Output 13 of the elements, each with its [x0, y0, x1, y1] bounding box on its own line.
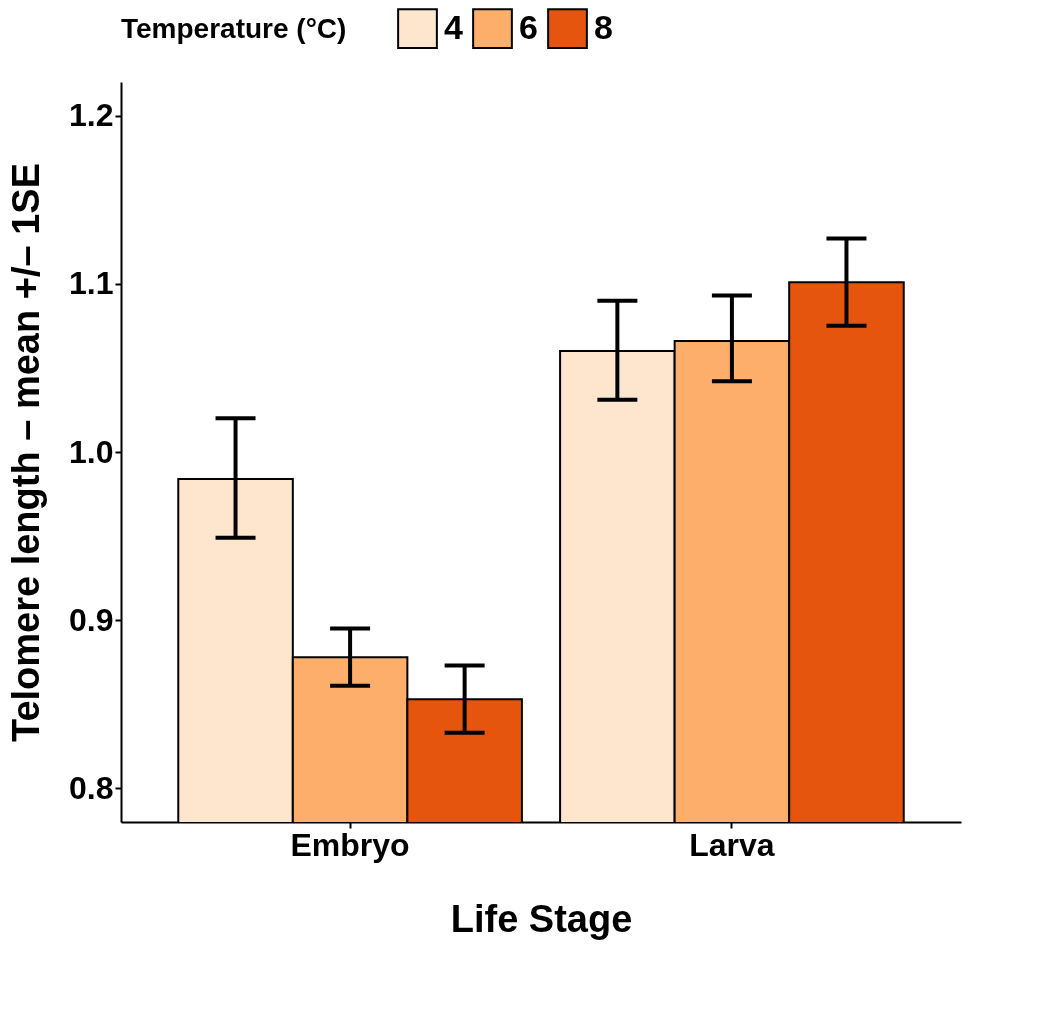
y-tick-label: 1.1: [69, 265, 114, 302]
x-tick-label: Larva: [689, 826, 775, 863]
y-axis-title: Telomere length – mean +/– 1SE: [5, 162, 48, 743]
y-tick-label: 1.2: [69, 97, 114, 134]
x-tick-label: Embryo: [290, 826, 410, 863]
legend-title: Temperature (°C): [121, 13, 347, 44]
legend-label: 6: [519, 7, 538, 46]
legend-label: 4: [444, 7, 463, 46]
y-tick-label: 0.8: [69, 769, 114, 806]
legend-label: 8: [594, 7, 613, 46]
y-tick-label: 1.0: [69, 433, 114, 470]
y-tick-label: 0.9: [69, 601, 114, 638]
x-axis-title: Life Stage: [450, 897, 633, 940]
